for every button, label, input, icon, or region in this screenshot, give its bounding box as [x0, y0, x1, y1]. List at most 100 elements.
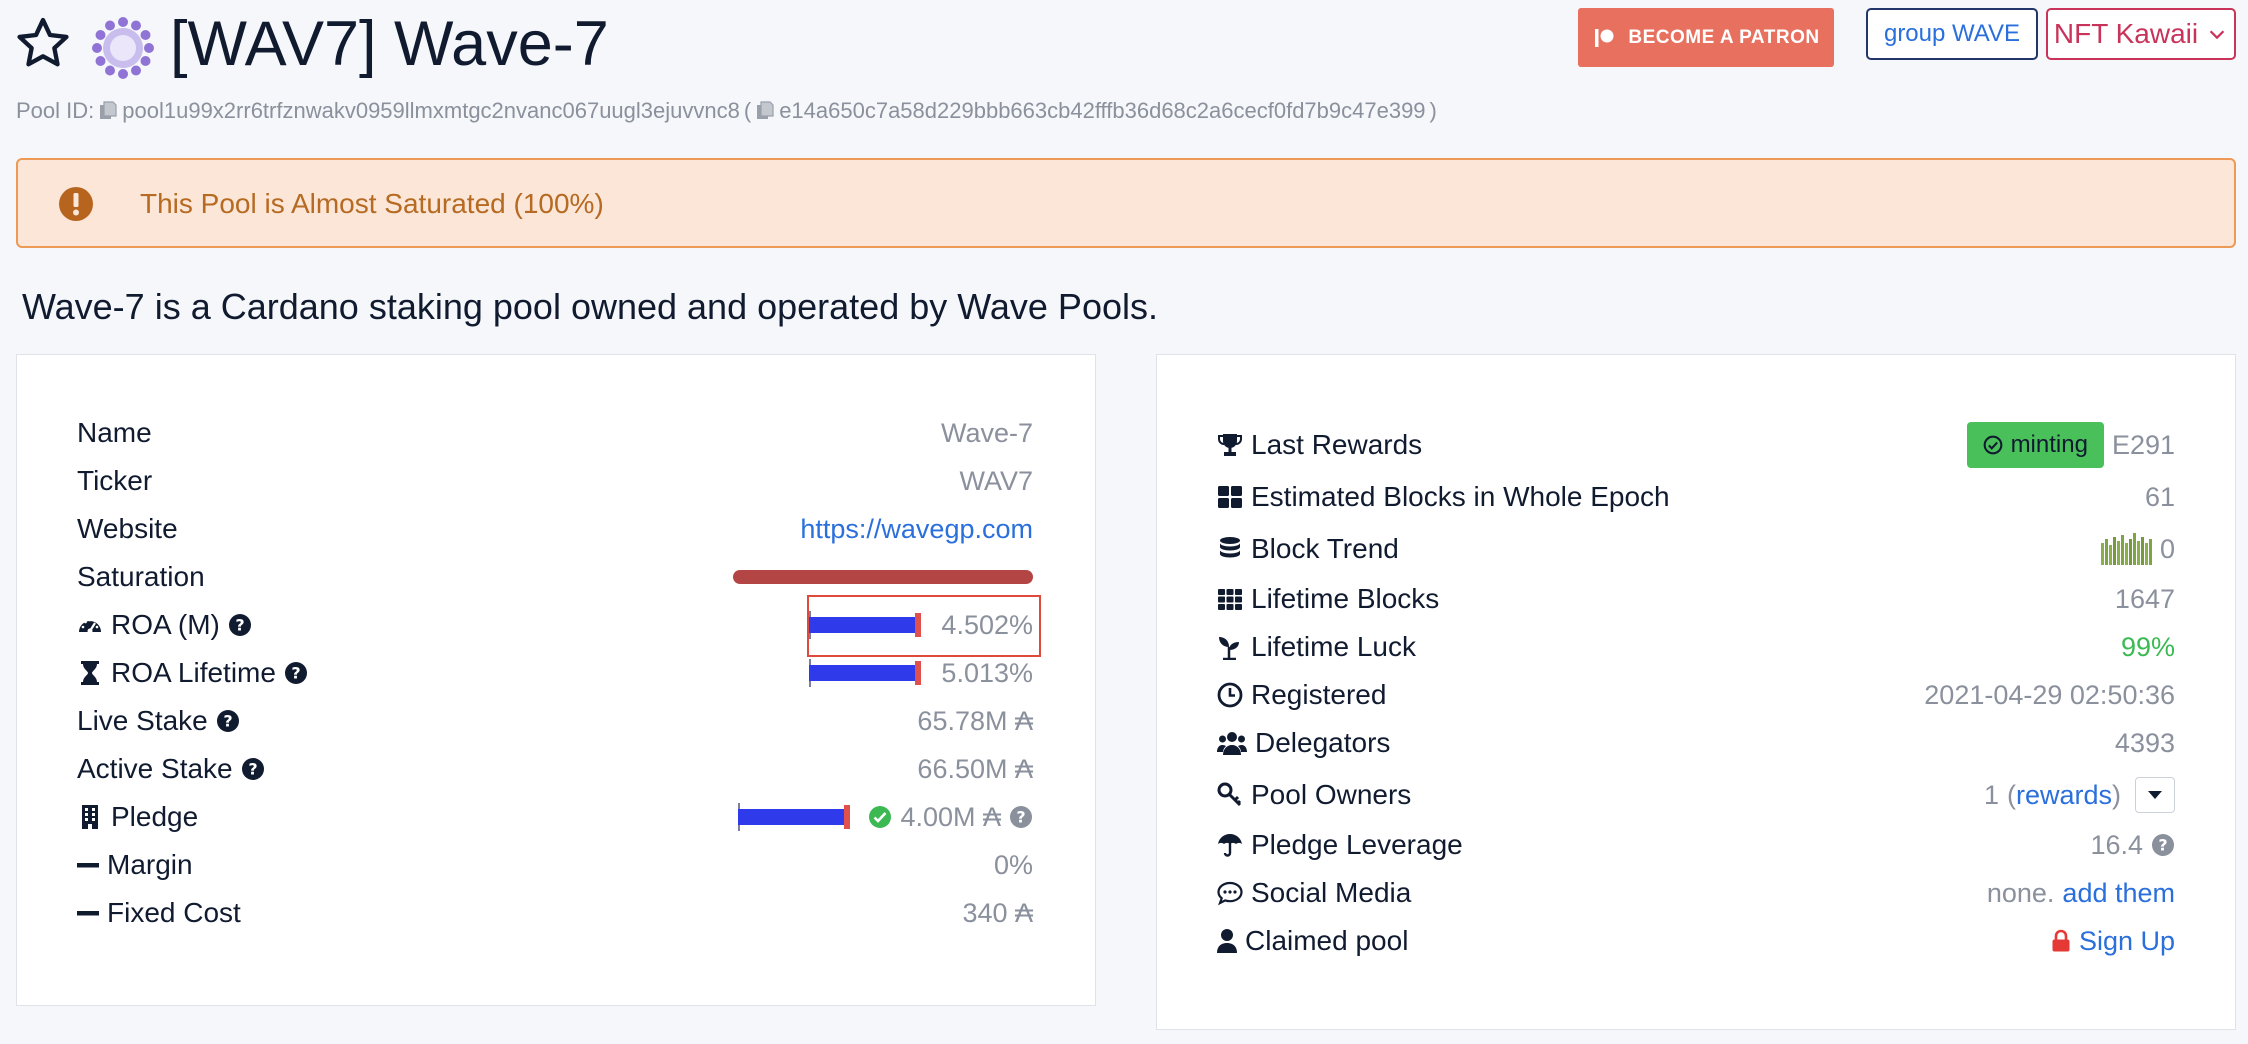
svg-text:?: ?	[248, 760, 257, 779]
row-claimed-pool: Claimed pool Sign Up	[1157, 917, 2235, 965]
users-icon	[1217, 732, 1247, 755]
paren-close: )	[2112, 779, 2121, 810]
favorite-star-icon[interactable]	[14, 14, 72, 72]
minus-icon	[77, 863, 99, 868]
row-live-stake: Live Stake ? 65.78M ₳	[17, 697, 1095, 745]
copy-icon[interactable]	[98, 100, 118, 122]
row-last-rewards: Last Rewards minting E291	[1157, 417, 2235, 473]
social-media-value: none.	[1986, 877, 2055, 908]
minting-label: minting	[2010, 431, 2088, 458]
roa-m-bar	[809, 611, 922, 639]
pool-id-bech32: pool1u99x2rr6trfznwakv0959llmxmtgc2nvanc…	[122, 98, 740, 123]
row-lifetime-luck: Lifetime Luck 99%	[1157, 623, 2235, 671]
claimed-pool-label: Claimed pool	[1245, 925, 1409, 956]
row-est-blocks: Estimated Blocks in Whole Epoch 61	[1157, 473, 2235, 521]
roa-m-label-group: ROA (M) ?	[77, 601, 252, 649]
last-rewards-value-group: minting E291	[1966, 417, 2175, 473]
active-stake-value: 66.50M ₳	[917, 753, 1033, 784]
fixed-cost-label: Fixed Cost	[107, 897, 241, 928]
svg-text:?: ?	[1016, 808, 1025, 827]
roa-lifetime-label: ROA Lifetime	[111, 657, 276, 688]
rewards-link[interactable]: rewards	[2015, 779, 2112, 810]
live-stake-value: 65.78M ₳	[917, 705, 1033, 736]
pool-owners-label-group: Pool Owners	[1217, 769, 1411, 821]
website-link[interactable]: https://wavegp.com	[800, 513, 1033, 544]
pool-owners-dropdown-button[interactable]	[2135, 777, 2175, 813]
pledge-leverage-label-group: Pledge Leverage	[1217, 821, 1463, 869]
th-icon	[1218, 589, 1242, 610]
nft-kawaii-dropdown[interactable]: NFT Kawaii	[2046, 8, 2236, 60]
database-icon	[1220, 537, 1240, 558]
live-stake-label: Live Stake	[77, 705, 208, 736]
claimed-pool-value-group: Sign Up	[2051, 917, 2175, 965]
block-trend-value: 0	[2159, 533, 2175, 564]
social-media-label: Social Media	[1251, 877, 1412, 908]
block-trend-label-group: Block Trend	[1217, 525, 1399, 573]
row-social-media: Social Media none. add them	[1157, 869, 2235, 917]
roa-highlight-box	[807, 595, 1041, 657]
claimed-pool-label-group: Claimed pool	[1217, 917, 1408, 965]
roa-lifetime-value: 5.013%	[941, 657, 1033, 688]
question-circle-icon[interactable]: ?	[216, 709, 240, 733]
lifetime-blocks-label-group: Lifetime Blocks	[1217, 575, 1439, 623]
question-circle-icon[interactable]: ?	[228, 613, 252, 637]
paren-open: (	[743, 98, 752, 123]
roa-m-value: 4.502%	[941, 609, 1033, 640]
row-roa-lifetime: ROA Lifetime ? 5.013%	[17, 649, 1095, 697]
roa-lifetime-value-group: 5.013%	[809, 649, 1033, 697]
seedling-icon	[1219, 637, 1239, 660]
registered-label: Registered	[1251, 679, 1387, 710]
question-circle-icon[interactable]: ?	[1009, 805, 1033, 829]
svg-text:?: ?	[291, 664, 300, 683]
question-circle-icon[interactable]: ?	[2151, 833, 2175, 857]
check-circle-icon	[869, 806, 892, 828]
chevron-down-icon	[2209, 30, 2225, 40]
last-rewards-label-group: Last Rewards	[1217, 417, 1422, 473]
add-social-link[interactable]: add them	[2062, 877, 2175, 908]
umbrella-icon	[1218, 834, 1242, 857]
lifetime-blocks-value: 1647	[2114, 583, 2175, 614]
lifetime-blocks-label: Lifetime Blocks	[1251, 583, 1440, 614]
row-block-trend: Block Trend 0	[1157, 525, 2235, 573]
pool-id-row: Pool ID: pool1u99x2rr6trfznwakv0959llmxm…	[16, 98, 1437, 124]
saturation-value	[733, 553, 1033, 601]
svg-text:?: ?	[235, 616, 244, 635]
building-icon	[82, 805, 98, 829]
saturation-bar	[733, 570, 1033, 584]
roa-lifetime-label-group: ROA Lifetime ?	[77, 649, 308, 697]
lifetime-luck-label: Lifetime Luck	[1251, 631, 1416, 662]
group-wave-button[interactable]: group WAVE	[1866, 8, 2038, 60]
patreon-icon	[1595, 28, 1614, 47]
pool-logo-icon	[92, 17, 154, 79]
alert-text: This Pool is Almost Saturated (100%)	[140, 188, 604, 219]
ticker-label: Ticker	[77, 465, 153, 496]
row-registered: Registered 2021-04-29 02:50:36	[1157, 671, 2235, 719]
sign-up-link[interactable]: Sign Up	[2078, 925, 2175, 956]
paren-close: )	[1429, 98, 1437, 123]
lifetime-luck-value: 99%	[2120, 631, 2175, 662]
block-trend-value-group: 0	[2100, 525, 2175, 573]
tachometer-icon	[79, 618, 101, 634]
pledge-label-group: Pledge	[77, 793, 198, 841]
page-title: [WAV7] Wave-7	[170, 9, 609, 79]
active-stake-label: Active Stake	[77, 753, 233, 784]
minting-badge: minting	[1966, 422, 2104, 468]
pool-owners-value-group: 1 ( rewards )	[1984, 769, 2175, 821]
delegators-label-group: Delegators	[1217, 719, 1390, 767]
caret-down-icon	[2148, 791, 2162, 799]
pool-details-card: Name Wave-7 Ticker WAV7 Website https://…	[16, 354, 1096, 1006]
row-website: Website https://wavegp.com	[17, 505, 1095, 553]
row-ticker: Ticker WAV7	[17, 457, 1095, 505]
row-active-stake: Active Stake ? 66.50M ₳	[17, 745, 1095, 793]
saturation-label: Saturation	[77, 561, 205, 592]
become-patron-button[interactable]: BECOME A PATRON	[1578, 8, 1834, 67]
question-circle-icon[interactable]: ?	[284, 661, 308, 685]
fixed-cost-value: 340 ₳	[962, 897, 1033, 928]
pledge-label: Pledge	[111, 801, 199, 832]
question-circle-icon[interactable]: ?	[241, 757, 265, 781]
margin-label: Margin	[107, 849, 193, 880]
lock-icon	[2052, 929, 2070, 952]
margin-label-group: Margin	[77, 841, 193, 889]
row-name: Name Wave-7	[17, 409, 1095, 457]
copy-hex-icon[interactable]	[755, 100, 775, 122]
